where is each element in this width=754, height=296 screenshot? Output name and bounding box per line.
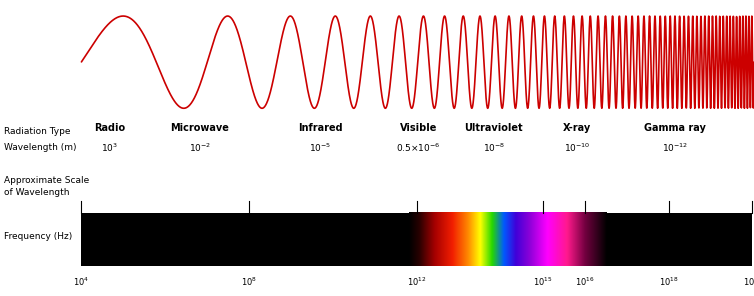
Text: Atomic Nuclei: Atomic Nuclei — [656, 240, 709, 249]
Text: $10^{4}$: $10^{4}$ — [73, 275, 90, 288]
Text: Butterflies: Butterflies — [270, 240, 311, 249]
Text: Approximate Scale: Approximate Scale — [4, 176, 89, 185]
Text: $10^{8}$: $10^{8}$ — [241, 275, 257, 288]
Text: Protozoans: Protozoans — [412, 240, 455, 249]
Text: Buildings: Buildings — [92, 240, 127, 249]
Text: $10^{3}$: $10^{3}$ — [101, 142, 118, 154]
Text: of Wavelength: of Wavelength — [4, 189, 69, 197]
Text: X-ray: X-ray — [562, 123, 591, 133]
Text: $10^{18}$: $10^{18}$ — [659, 275, 679, 288]
Text: Microwave: Microwave — [170, 123, 229, 133]
Text: Visible: Visible — [400, 123, 437, 133]
Text: Radio: Radio — [93, 123, 125, 133]
Text: Wavelength (m): Wavelength (m) — [4, 144, 76, 152]
Text: $10^{-12}$: $10^{-12}$ — [662, 142, 688, 154]
Text: $10^{-2}$: $10^{-2}$ — [188, 142, 211, 154]
Text: Radiation Type: Radiation Type — [4, 127, 70, 136]
Text: Needle Point: Needle Point — [342, 240, 390, 249]
Text: Molecules: Molecules — [498, 240, 535, 249]
Text: $10^{20}$: $10^{20}$ — [743, 275, 754, 288]
Bar — [81, 213, 752, 266]
Text: $0.5{\times}10^{-6}$: $0.5{\times}10^{-6}$ — [397, 142, 440, 154]
Text: Humans: Humans — [169, 240, 201, 249]
Text: $10^{12}$: $10^{12}$ — [407, 275, 427, 288]
Text: $10^{-10}$: $10^{-10}$ — [563, 142, 590, 154]
Text: $10^{-8}$: $10^{-8}$ — [483, 142, 505, 154]
Text: Ultraviolet: Ultraviolet — [464, 123, 523, 133]
Text: Atoms: Atoms — [580, 240, 604, 249]
Text: $10^{-5}$: $10^{-5}$ — [309, 142, 332, 154]
Text: Infrared: Infrared — [298, 123, 343, 133]
Text: $10^{16}$: $10^{16}$ — [575, 275, 595, 288]
Text: $10^{15}$: $10^{15}$ — [533, 275, 553, 288]
Text: Frequency (Hz): Frequency (Hz) — [4, 232, 72, 241]
Text: Gamma ray: Gamma ray — [644, 123, 706, 133]
